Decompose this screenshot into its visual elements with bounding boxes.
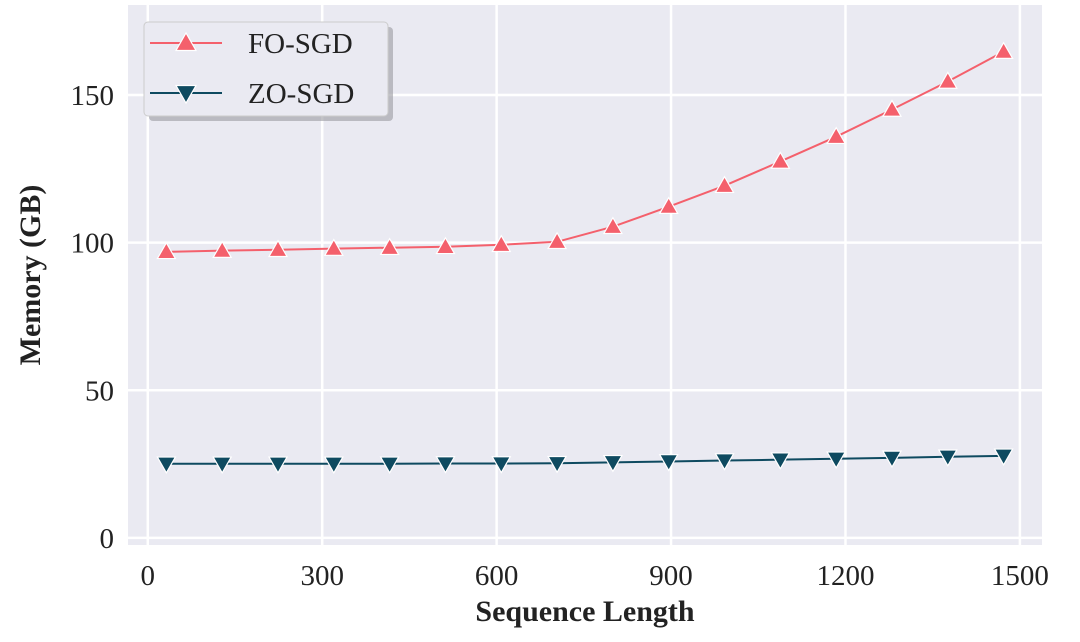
legend-label: FO-SGD <box>248 28 353 60</box>
x-tick-label: 900 <box>649 560 693 592</box>
data-point <box>156 241 177 260</box>
data-point <box>658 454 679 472</box>
data-point <box>826 451 847 469</box>
legend: FO-SGD ZO-SGD <box>143 21 393 121</box>
data-point <box>379 237 400 256</box>
series-line <box>166 50 1005 253</box>
data-point <box>993 41 1014 59</box>
data-point <box>267 239 289 258</box>
data-point <box>881 99 903 117</box>
data-point <box>547 231 568 250</box>
data-point <box>602 216 623 235</box>
series-line <box>166 454 1004 465</box>
series-fo-sgd <box>156 41 1014 260</box>
data-point <box>770 452 791 470</box>
tick-labels: 0 300 600 900 1200 1500 0 50 100 150 <box>71 80 1049 592</box>
grid <box>128 5 1042 545</box>
x-tick-label: 1500 <box>991 560 1049 592</box>
data-point <box>770 151 791 169</box>
x-tick-label: 600 <box>475 560 519 592</box>
x-tick-label: 300 <box>300 560 344 592</box>
data-point <box>491 456 512 474</box>
data-point <box>937 71 958 89</box>
x-tick-label: 0 <box>141 560 156 592</box>
data-point <box>435 456 456 474</box>
data-point <box>323 238 344 256</box>
y-tick-label: 150 <box>71 80 115 112</box>
data-point <box>212 240 233 258</box>
legend-marker <box>174 84 198 105</box>
data-point <box>156 456 177 475</box>
series-lines <box>156 41 1014 475</box>
y-tick-label: 100 <box>71 228 115 260</box>
data-point <box>212 456 233 475</box>
data-point <box>547 455 568 474</box>
legend-marker <box>174 31 198 52</box>
y-tick-label: 0 <box>100 523 115 555</box>
data-point <box>658 196 679 215</box>
data-point <box>602 454 623 473</box>
series-zo-sgd <box>156 448 1014 475</box>
data-point <box>323 456 344 475</box>
data-point <box>826 126 847 145</box>
data-point <box>491 234 512 253</box>
data-point <box>993 448 1014 467</box>
data-point <box>267 456 289 475</box>
y-axis-label: Memory (GB) <box>14 185 47 366</box>
data-point <box>379 456 400 475</box>
x-axis-label: Sequence Length <box>475 595 695 628</box>
data-point <box>881 450 903 469</box>
data-point <box>435 236 456 255</box>
x-tick-label: 1200 <box>816 560 874 592</box>
data-point <box>937 449 958 467</box>
y-tick-label: 50 <box>85 375 114 407</box>
legend-label: ZO-SGD <box>248 78 354 110</box>
data-point <box>714 175 735 194</box>
data-point <box>714 453 735 471</box>
